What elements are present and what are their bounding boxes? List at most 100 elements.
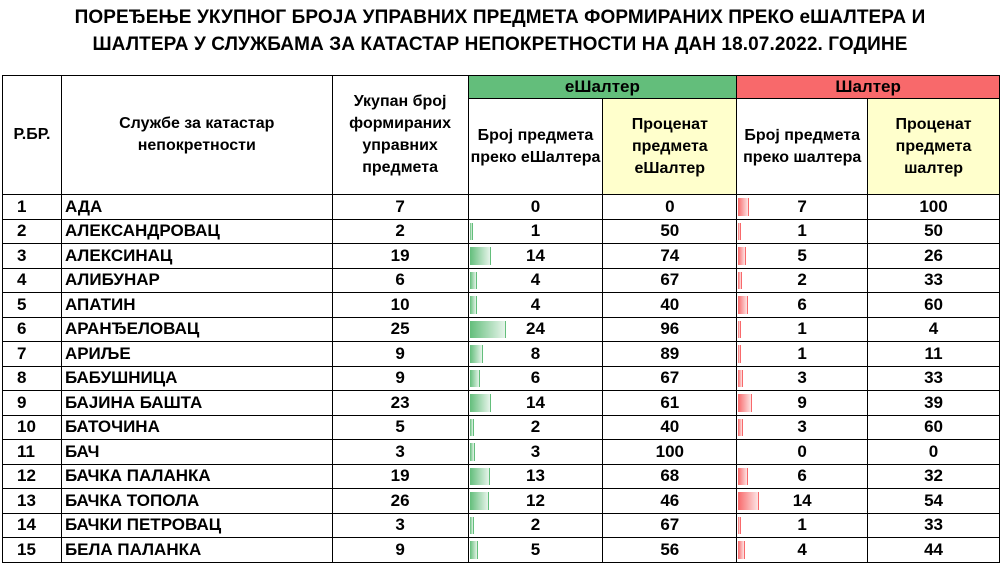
shalter-count: 3 bbox=[736, 414, 869, 440]
eshalter-count: 2 bbox=[467, 512, 604, 538]
shalter-data-bar bbox=[738, 516, 742, 534]
shalter-percent-value: 11 bbox=[924, 343, 943, 363]
row-number-value: 1 bbox=[17, 196, 27, 216]
eshalter-data-bar bbox=[469, 541, 478, 559]
shalter-percent: 50 bbox=[867, 218, 1000, 244]
office-name-value: БАЧКА ПАЛАНКА bbox=[64, 466, 211, 486]
shalter-percent: 32 bbox=[867, 463, 1000, 489]
eshalter-percent-value: 67 bbox=[660, 368, 680, 388]
shalter-percent-value: 26 bbox=[924, 245, 943, 265]
shalter-count-value: 9 bbox=[797, 392, 807, 412]
row-number-value: 3 bbox=[17, 245, 27, 265]
eshalter-data-bar bbox=[469, 369, 480, 387]
office-name: БАЧКА ПАЛАНКА bbox=[60, 463, 333, 489]
table-row: 15 БЕЛА ПАЛАНКА 9 5 56 4 44 bbox=[2, 537, 1000, 563]
office-name: АЛЕКСАНДРОВАЦ bbox=[60, 218, 333, 244]
eshalter-count: 4 bbox=[467, 292, 604, 318]
office-name: БАЈИНА БАШТА bbox=[60, 390, 333, 416]
eshalter-percent: 40 bbox=[602, 292, 738, 318]
row-number: 15 bbox=[2, 537, 62, 563]
total-count: 9 bbox=[331, 365, 469, 391]
shalter-data-bar bbox=[738, 467, 749, 485]
shalter-count: 4 bbox=[736, 537, 869, 563]
table-row: 2 АЛЕКСАНДРОВАЦ 2 1 50 1 50 bbox=[2, 218, 1000, 244]
office-name-value: АРАНЂЕЛОВАЦ bbox=[64, 319, 200, 339]
header-rbr: Р.БР. bbox=[2, 75, 62, 195]
row-number: 5 bbox=[2, 292, 62, 318]
shalter-percent: 0 bbox=[867, 439, 1000, 465]
office-name-value: БАЧ bbox=[64, 441, 100, 461]
row-number-value: 11 bbox=[17, 441, 35, 461]
total-count-value: 6 bbox=[395, 270, 405, 290]
eshalter-count-value: 24 bbox=[526, 319, 545, 339]
table-row: 5 АПАТИН 10 4 40 6 60 bbox=[2, 292, 1000, 318]
row-number-value: 7 bbox=[17, 343, 27, 363]
eshalter-count-value: 0 bbox=[530, 196, 541, 216]
row-number: 10 bbox=[2, 414, 62, 440]
office-name: БАЧКИ ПЕТРОВАЦ bbox=[60, 512, 333, 538]
total-count-value: 5 bbox=[395, 417, 405, 437]
shalter-count-value: 6 bbox=[797, 466, 807, 486]
eshalter-count-value: 3 bbox=[530, 441, 541, 461]
office-name-value: БАЧКА ТОПОЛА bbox=[64, 490, 200, 510]
eshalter-count-value: 4 bbox=[530, 270, 541, 290]
total-count-value: 3 bbox=[395, 441, 405, 461]
eshalter-percent-value: 40 bbox=[660, 417, 680, 437]
table-row: 8 БАБУШНИЦА 9 6 67 3 33 bbox=[2, 365, 1000, 391]
eshalter-data-bar bbox=[469, 492, 489, 510]
shalter-percent-value: 44 bbox=[924, 539, 943, 559]
eshalter-percent: 89 bbox=[602, 341, 738, 367]
eshalter-percent: 67 bbox=[602, 512, 738, 538]
shalter-count-value: 1 bbox=[797, 319, 807, 339]
row-number-value: 9 bbox=[17, 392, 27, 412]
shalter-percent-value: 33 bbox=[924, 368, 943, 388]
total-count: 2 bbox=[331, 218, 469, 244]
eshalter-data-bar bbox=[469, 296, 477, 314]
total-count: 9 bbox=[331, 537, 469, 563]
office-name: АЛЕКСИНАЦ bbox=[60, 243, 333, 269]
page-title: ПОРЕЂЕЊЕ УКУПНОГ БРОЈА УПРАВНИХ ПРЕДМЕТА… bbox=[0, 4, 1000, 58]
shalter-count: 2 bbox=[736, 267, 869, 293]
table-row: 11 БАЧ 3 3 100 0 0 bbox=[2, 439, 1000, 465]
office-name: БАТОЧИНА bbox=[60, 414, 333, 440]
eshalter-percent-value: 89 bbox=[660, 343, 680, 363]
eshalter-percent: 68 bbox=[602, 463, 738, 489]
eshalter-count: 14 bbox=[467, 243, 604, 269]
row-number: 3 bbox=[2, 243, 62, 269]
eshalter-percent-value: 67 bbox=[660, 270, 680, 290]
shalter-data-bar bbox=[738, 247, 747, 265]
office-name-value: АЛИБУНАР bbox=[64, 270, 160, 290]
shalter-count-value: 14 bbox=[792, 490, 812, 510]
total-count: 5 bbox=[331, 414, 469, 440]
eshalter-count: 14 bbox=[467, 390, 604, 416]
shalter-percent: 33 bbox=[867, 267, 1000, 293]
row-number: 14 bbox=[2, 512, 62, 538]
shalter-percent: 33 bbox=[867, 365, 1000, 391]
eshalter-data-bar bbox=[469, 222, 473, 240]
shalter-percent-value: 60 bbox=[924, 417, 943, 437]
eshalter-percent: 50 bbox=[602, 218, 738, 244]
total-count-value: 2 bbox=[395, 221, 405, 241]
eshalter-percent-value: 68 bbox=[660, 466, 680, 486]
shalter-data-bar bbox=[738, 345, 742, 363]
shalter-percent-value: 39 bbox=[924, 392, 943, 412]
row-number: 8 bbox=[2, 365, 62, 391]
shalter-count-value: 5 bbox=[797, 245, 807, 265]
total-count: 19 bbox=[331, 463, 469, 489]
shalter-count: 1 bbox=[736, 218, 869, 244]
office-name: АЛИБУНАР bbox=[60, 267, 333, 293]
shalter-count-value: 0 bbox=[797, 441, 807, 461]
eshalter-percent-value: 100 bbox=[655, 441, 684, 461]
eshalter-count-value: 14 bbox=[526, 245, 545, 265]
table-row: 1 АДА 7 0 0 7 100 bbox=[2, 194, 1000, 220]
total-count: 10 bbox=[331, 292, 469, 318]
shalter-count: 0 bbox=[736, 439, 869, 465]
eshalter-percent: 40 bbox=[602, 414, 738, 440]
row-number-value: 6 bbox=[17, 319, 27, 339]
eshalter-percent: 67 bbox=[602, 267, 738, 293]
eshalter-percent: 46 bbox=[602, 488, 738, 514]
shalter-data-bar bbox=[738, 320, 742, 338]
shalter-data-bar bbox=[738, 418, 744, 436]
eshalter-data-bar bbox=[469, 345, 483, 363]
eshalter-data-bar bbox=[469, 418, 474, 436]
